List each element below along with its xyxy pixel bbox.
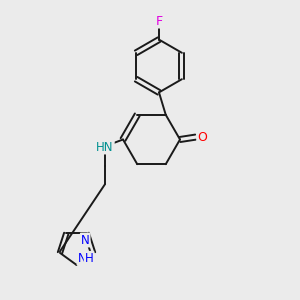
- Text: N: N: [77, 252, 86, 265]
- Text: O: O: [197, 130, 207, 144]
- Text: N: N: [81, 233, 90, 247]
- Text: H: H: [85, 252, 94, 265]
- Text: F: F: [155, 14, 163, 28]
- Text: HN: HN: [96, 140, 114, 154]
